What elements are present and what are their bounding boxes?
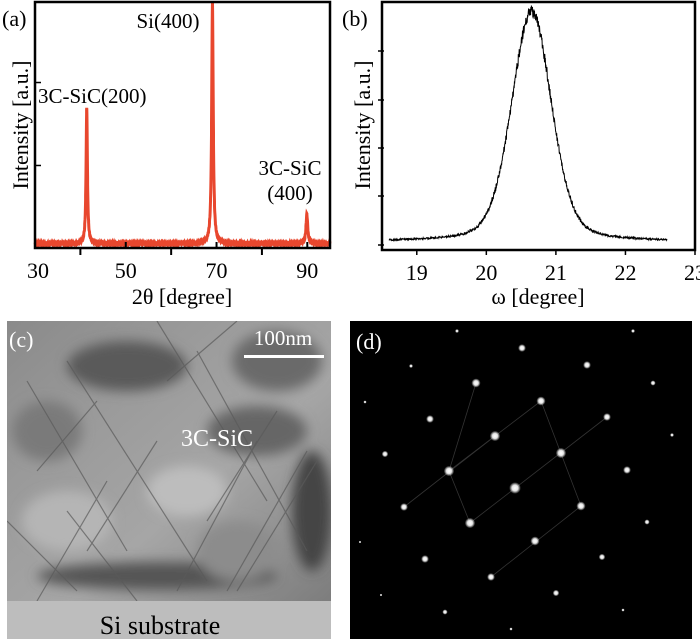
y-axis-label: Intensity [a.u.] — [350, 61, 375, 190]
diffraction-spot — [363, 400, 366, 403]
diffraction-spot — [650, 380, 655, 385]
diffraction-spot — [509, 627, 512, 630]
x-axis-label: 2θ [degree] — [132, 284, 232, 309]
panel-label-b: (b) — [342, 6, 368, 31]
diffraction-spot — [576, 501, 585, 510]
xrd-series-line — [35, 3, 330, 245]
x-tick-label: 22 — [614, 260, 636, 285]
peak-label-si400: Si(400) — [137, 9, 200, 33]
diffraction-spot — [553, 590, 560, 597]
tem-cross-section-image: (c) 100nm 3C-SiC Si substrate — [7, 321, 331, 639]
diffraction-spot — [471, 378, 480, 387]
diffraction-spot — [603, 413, 611, 421]
diffraction-spot — [487, 573, 495, 581]
diffraction-spot — [421, 555, 429, 563]
rocking-curve-line — [389, 6, 667, 241]
electron-diffraction-pattern: (d) — [350, 321, 692, 639]
panel-label-a: (a) — [2, 6, 26, 31]
diffraction-spot — [359, 541, 362, 544]
diffraction-spot — [670, 433, 674, 437]
x-tick-label: 30 — [27, 258, 49, 283]
diffraction-spot — [644, 519, 649, 524]
diffraction-spot — [599, 554, 606, 561]
diffraction-spot — [509, 482, 521, 494]
peak-label-sic200: 3C-SiC(200) — [38, 84, 147, 108]
diffraction-spot — [382, 451, 389, 458]
substrate-label: Si substrate — [100, 611, 221, 639]
x-tick-label: 23 — [684, 260, 700, 285]
plot-frame — [35, 2, 330, 248]
diffraction-spot — [490, 431, 500, 441]
peak-label-sic400-line2: (400) — [267, 181, 313, 205]
x-axis-label: ω [degree] — [491, 284, 584, 309]
x-tick-label: 20 — [475, 260, 497, 285]
panel-label-c: (c) — [9, 327, 33, 352]
diffraction-spot — [621, 608, 624, 611]
diffraction-spot — [442, 609, 447, 614]
diffraction-spot — [530, 536, 539, 545]
layer-label-3c-sic: 3C-SiC — [181, 426, 253, 452]
y-axis-label: Intensity [a.u.] — [8, 61, 33, 190]
diffraction-spot — [518, 344, 526, 352]
xrd-2theta-chart: (a) 30 50 70 90 Intensity [a.u.] 2θ [degree… — [0, 0, 340, 310]
scale-bar — [244, 355, 324, 358]
x-tick-label: 70 — [206, 258, 228, 283]
panel-label-d: (d) — [356, 329, 382, 354]
diffraction-spot — [631, 329, 635, 333]
plot-frame — [382, 2, 695, 250]
diffraction-spot — [444, 466, 454, 476]
diffraction-spot — [556, 448, 566, 458]
x-tick-label: 90 — [296, 258, 318, 283]
x-tick-label: 19 — [406, 260, 428, 285]
diffraction-spot — [465, 518, 475, 528]
x-tick-label: 50 — [115, 258, 137, 283]
diffraction-spot — [400, 503, 408, 511]
diffraction-spot — [536, 396, 545, 405]
diffraction-spot — [583, 361, 591, 369]
scale-bar-label: 100nm — [254, 326, 312, 350]
diffraction-spot — [426, 415, 434, 423]
x-tick-label: 21 — [545, 260, 567, 285]
diffraction-spot — [623, 466, 631, 474]
diffraction-spot — [455, 329, 459, 333]
peak-label-sic400-line1: 3C-SiC — [258, 156, 321, 180]
diffraction-spot — [409, 364, 413, 368]
rocking-curve-chart: (b) 19 20 21 22 23 Intensity [a.u.] ω [degre… — [340, 0, 700, 310]
diffraction-spot — [380, 594, 383, 597]
